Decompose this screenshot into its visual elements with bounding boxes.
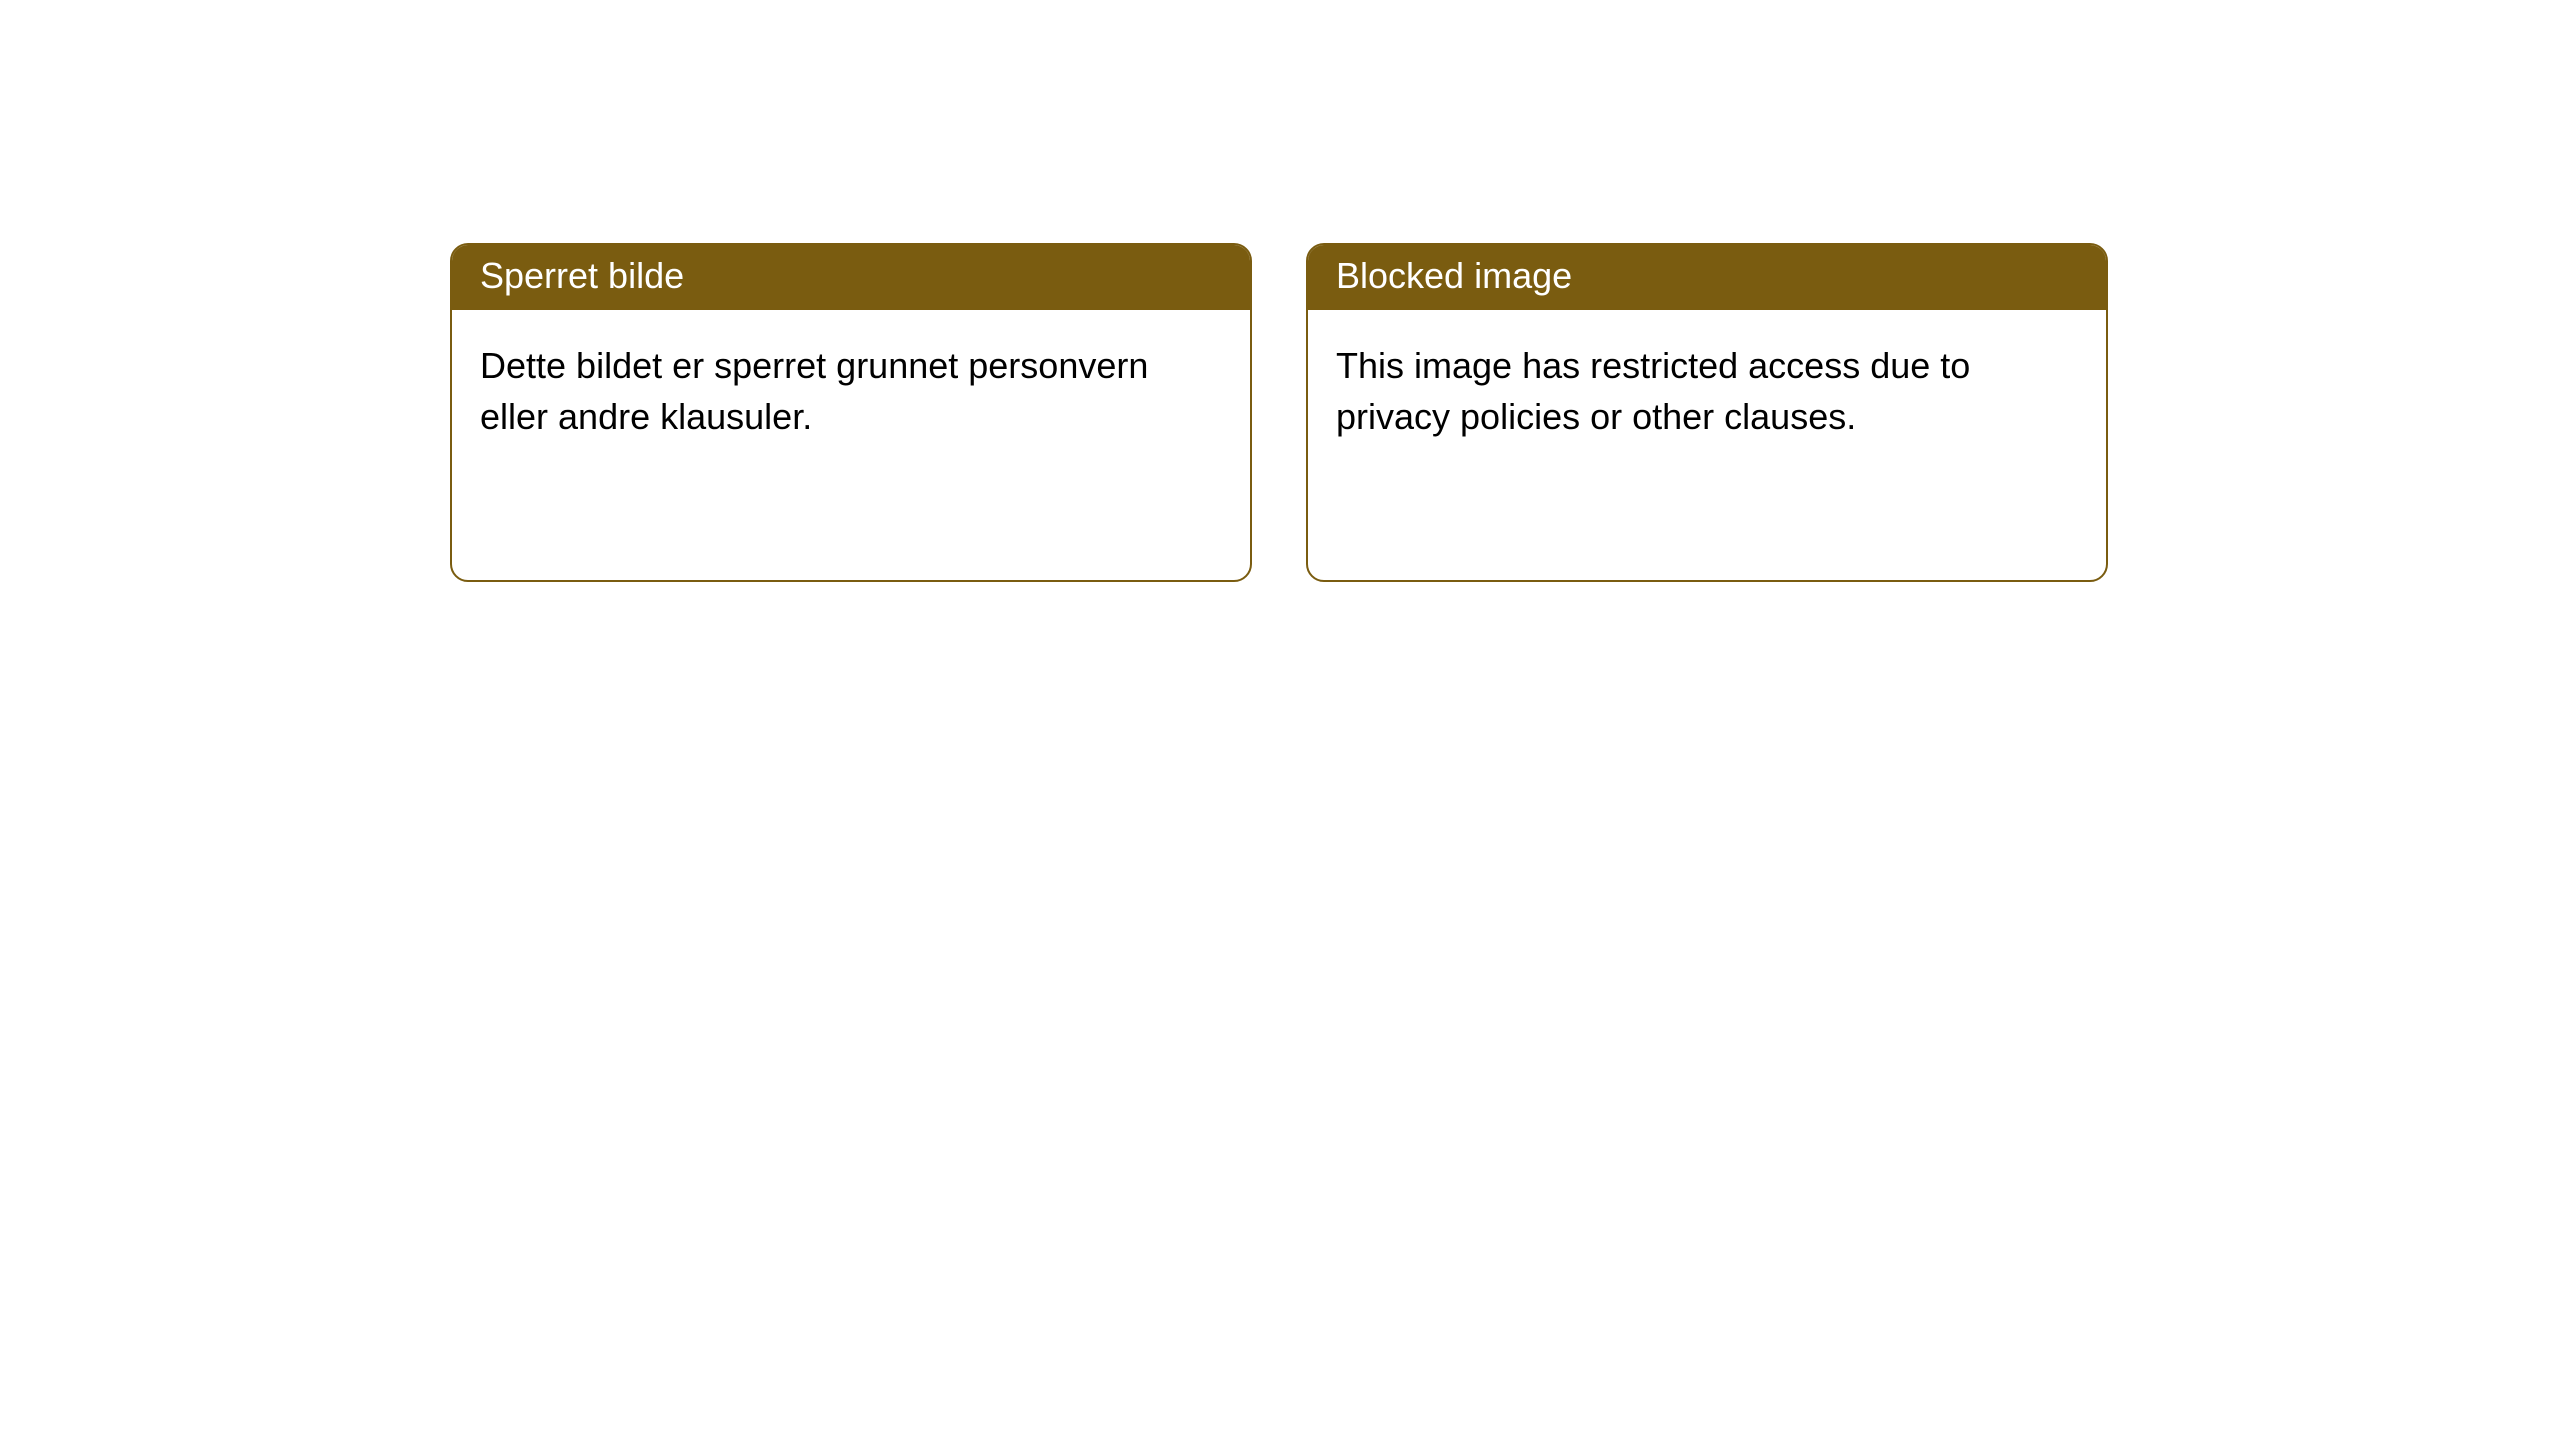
notice-body-norwegian: Dette bildet er sperret grunnet personve… — [452, 310, 1250, 580]
notice-container: Sperret bilde Dette bildet er sperret gr… — [0, 0, 2560, 582]
notice-title-english: Blocked image — [1308, 245, 2106, 310]
notice-card-norwegian: Sperret bilde Dette bildet er sperret gr… — [450, 243, 1252, 582]
notice-card-english: Blocked image This image has restricted … — [1306, 243, 2108, 582]
notice-title-norwegian: Sperret bilde — [452, 245, 1250, 310]
notice-body-english: This image has restricted access due to … — [1308, 310, 2106, 580]
